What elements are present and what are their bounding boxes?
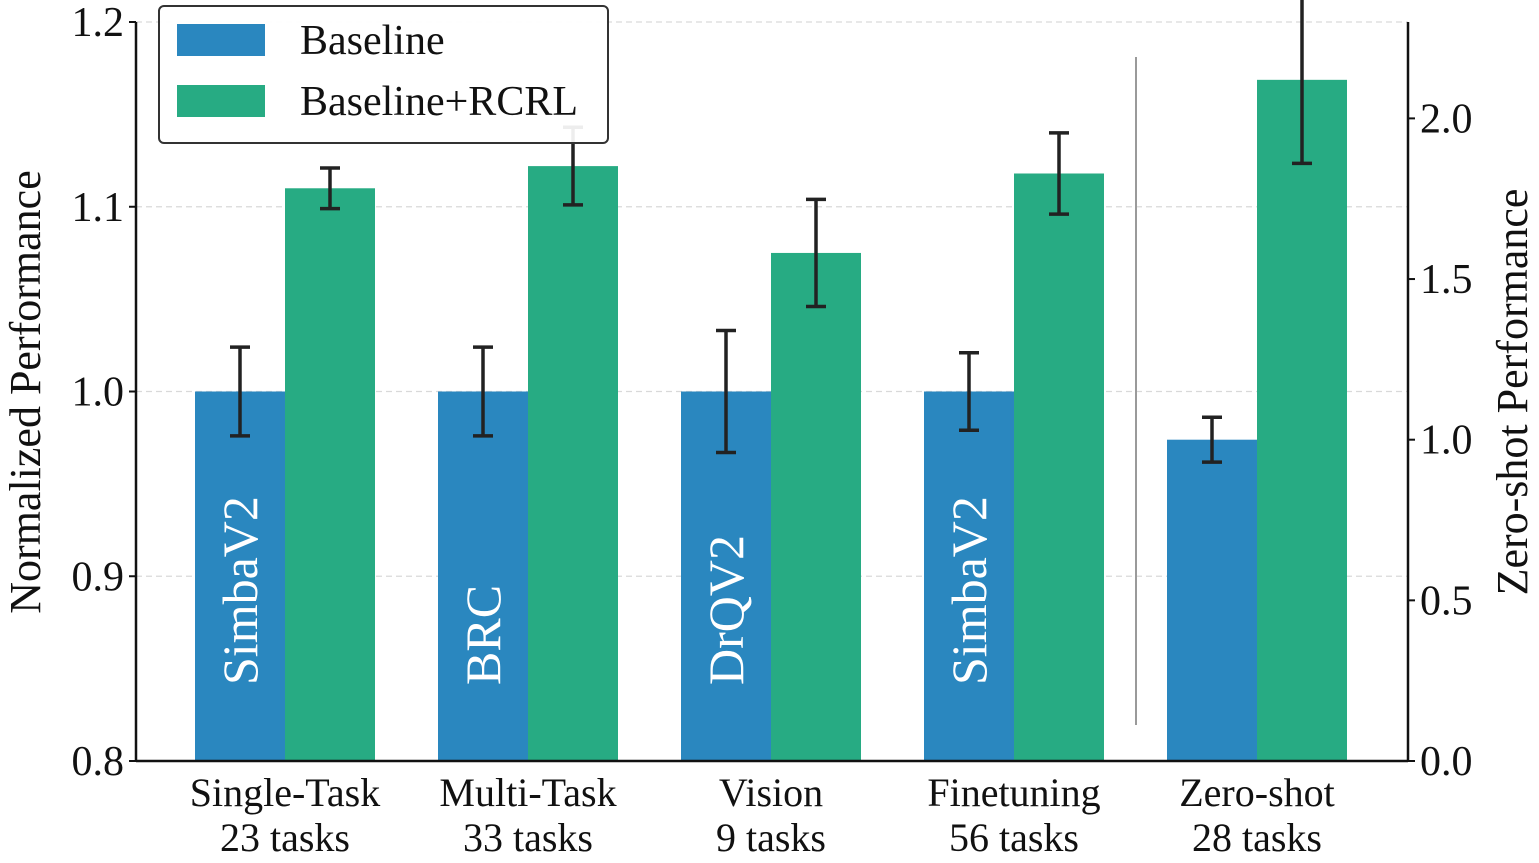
left-tick-label: 1.0: [72, 370, 125, 416]
right-tick-label: 0.5: [1420, 578, 1473, 624]
left-tick-label: 0.8: [72, 739, 125, 785]
baseline-method-label: BRC: [455, 585, 511, 685]
x-tick-sublabel: 9 tasks: [716, 815, 826, 860]
y-axis-label-right: Zero-shot Performance: [1488, 189, 1537, 596]
legend-swatch: [177, 24, 265, 56]
legend: Baseline Baseline+RCRL: [158, 5, 609, 144]
baseline-bar: [195, 391, 285, 761]
right-tick-label: 1.0: [1420, 418, 1473, 464]
baseline-method-labels: SimbaV2 BRC DrQV2 SimbaV2: [212, 496, 997, 685]
x-tick-sublabel: 56 tasks: [949, 815, 1079, 860]
x-tick-label: Vision: [719, 770, 823, 815]
baseline-bar: [438, 391, 528, 761]
right-y-tick-labels: 0.0 0.5 1.0 1.5 2.0: [1420, 96, 1473, 785]
baseline-method-label: SimbaV2: [941, 496, 997, 685]
right-tick-label: 1.5: [1420, 257, 1473, 303]
left-tick-label: 1.2: [72, 0, 125, 46]
bars: [195, 79, 1347, 762]
x-tick-label: Finetuning: [927, 770, 1100, 815]
y-axis-label-left: Normalized Performance: [1, 170, 50, 613]
x-tick-sublabel: 23 tasks: [220, 815, 350, 860]
left-y-tick-labels: 0.8 0.9 1.0 1.1 1.2: [72, 0, 125, 785]
legend-label: Baseline: [300, 18, 445, 64]
rcrl-bar: [528, 166, 618, 762]
baseline-bar: [1167, 439, 1257, 761]
rcrl-bar: [771, 252, 861, 761]
left-tick-label: 1.1: [72, 185, 125, 231]
x-tick-label: Multi-Task: [439, 770, 616, 815]
x-tick-sublabel: 28 tasks: [1192, 815, 1322, 860]
x-tick-label: Zero-shot: [1179, 770, 1335, 815]
baseline-method-label: DrQV2: [698, 535, 754, 685]
legend-label: Baseline+RCRL: [300, 79, 578, 125]
legend-swatch: [177, 85, 265, 117]
left-tick-label: 0.9: [72, 554, 125, 600]
baseline-bar: [924, 391, 1014, 761]
baseline-method-label: SimbaV2: [212, 496, 268, 685]
axes: [129, 21, 1415, 763]
rcrl-bar: [1257, 79, 1347, 762]
x-tick-label: Single-Task: [190, 770, 381, 815]
rcrl-bar: [285, 188, 375, 761]
error-bars: [230, 0, 1312, 464]
legend-box: [158, 5, 609, 144]
rcrl-bar: [1014, 173, 1104, 761]
right-tick-label: 0.0: [1420, 739, 1473, 785]
x-tick-sublabel: 33 tasks: [463, 815, 593, 860]
right-tick-label: 2.0: [1420, 96, 1473, 142]
